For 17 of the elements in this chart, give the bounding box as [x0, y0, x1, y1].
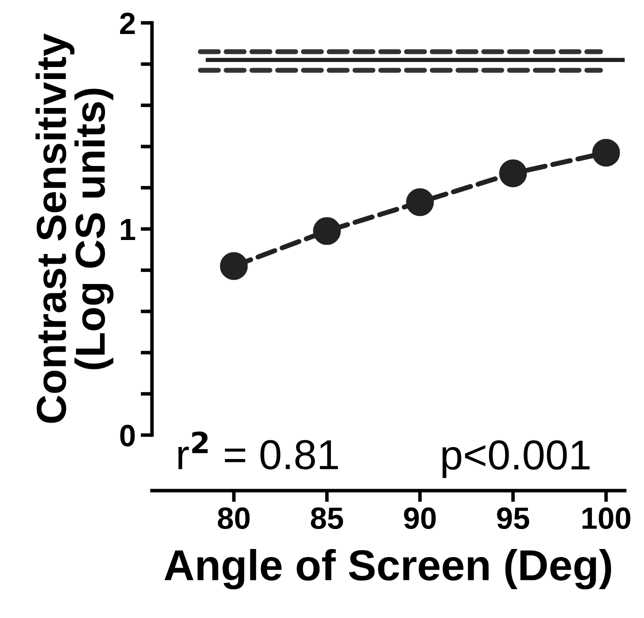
x-tick-label: 95 — [497, 507, 530, 530]
x-tick-label: 90 — [404, 507, 436, 530]
y-tick-label: 2 — [120, 12, 135, 34]
annotation: r$^{2}$ = 0.81 — [178, 431, 338, 470]
point — [313, 217, 341, 245]
point — [592, 138, 620, 167]
point — [220, 252, 248, 280]
point — [499, 159, 527, 188]
x-tick-label: 85 — [310, 507, 344, 530]
x-tick-label: 100 — [582, 507, 630, 530]
y-axis-title: Contrast Sensitivity (Log CS units) — [36, 34, 114, 423]
y-tick-label: 1 — [120, 219, 136, 240]
point — [406, 188, 434, 216]
x-tick-label: 80 — [218, 507, 250, 530]
x-axis-title: Angle of Screen (Deg) — [164, 548, 612, 590]
text: p<0.001 — [442, 440, 590, 478]
y-tick-label: 0 — [120, 424, 135, 446]
